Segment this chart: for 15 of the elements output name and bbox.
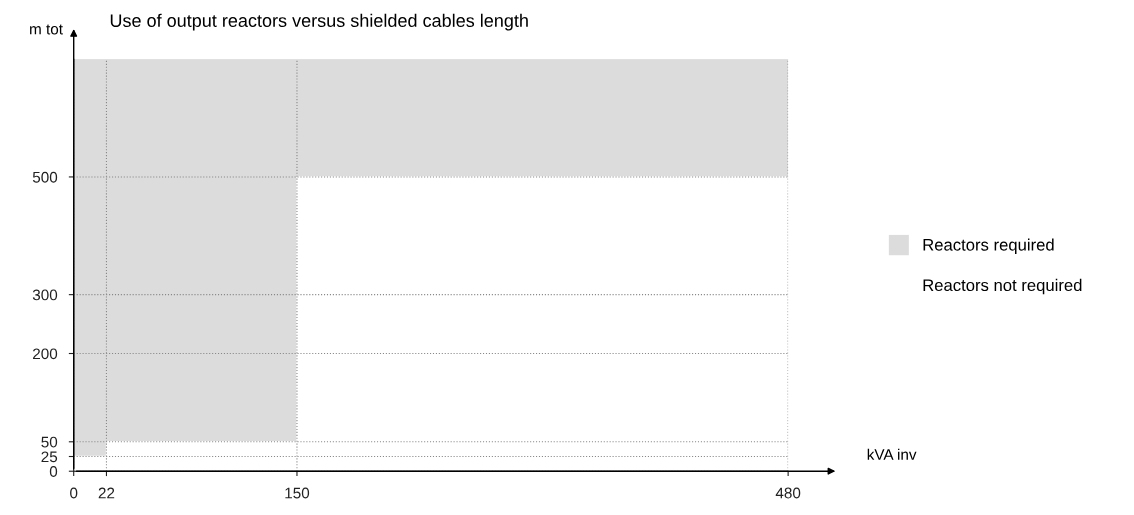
y-tick-label: 200	[33, 348, 58, 360]
x-tick-label: 150	[285, 487, 310, 499]
y-tick-label: 300	[32, 289, 58, 301]
y-tick-label: 500	[32, 171, 58, 183]
legend-label: Reactors required	[923, 238, 1054, 255]
y-tick-label: 25	[41, 451, 58, 463]
text: Reactors not required	[923, 278, 1082, 295]
x-tick-label: 0	[70, 487, 78, 499]
y-tick-label: 50	[41, 436, 58, 448]
y-tick-label: 0	[49, 466, 58, 477]
x-tick-label: 480	[775, 487, 801, 499]
chart-title: Use of output reactors versus shielded cables length	[110, 13, 528, 31]
y-axis-title: m tot	[30, 24, 63, 35]
x-tick-label: 22	[98, 487, 115, 499]
x-axis-title: kVA inv	[867, 448, 917, 460]
